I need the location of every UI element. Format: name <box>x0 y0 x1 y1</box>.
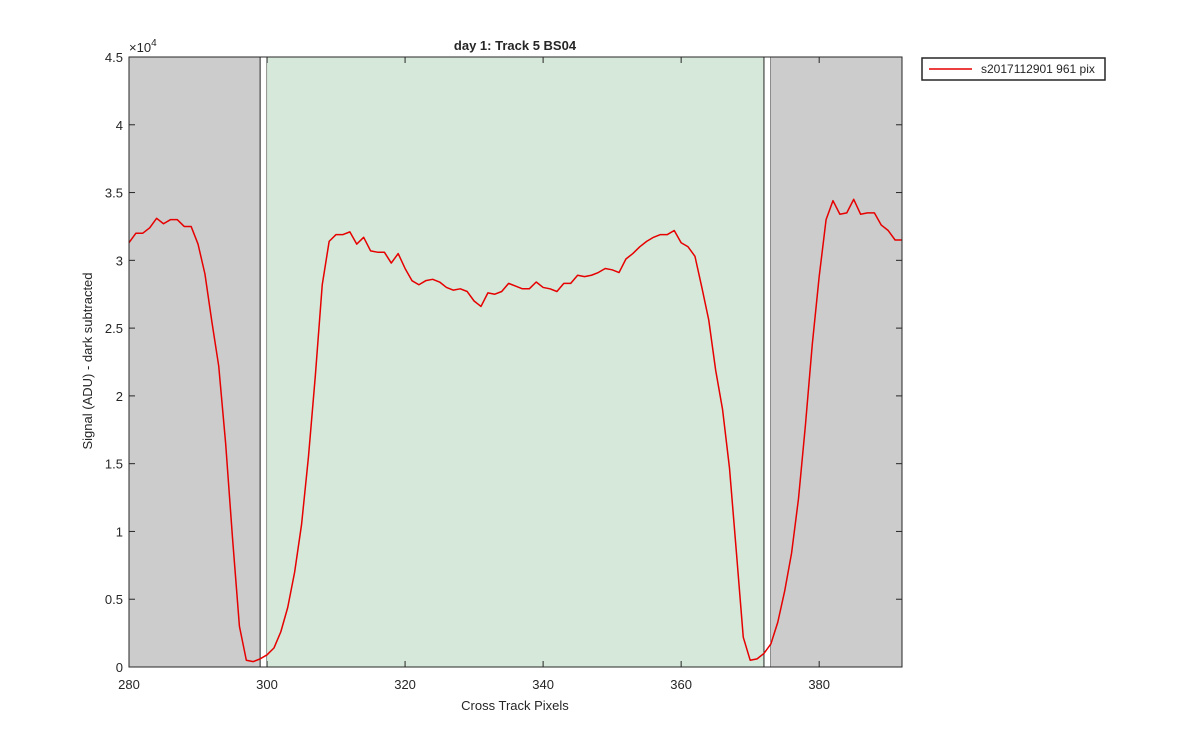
legend: s2017112901 961 pix <box>921 57 1106 81</box>
plot-frame <box>128 56 903 668</box>
y-tick-label: 3 <box>116 253 123 268</box>
y-tick-label: 4.5 <box>105 50 123 65</box>
y-tick-label: 2.5 <box>105 321 123 336</box>
y-exponent-label: ×104 <box>129 38 157 55</box>
regions-layer <box>129 56 902 668</box>
region-marker-3 <box>763 56 772 668</box>
y-tick-label: 1 <box>116 524 123 539</box>
x-tick-label: 300 <box>256 677 278 692</box>
y-axis: 0 0.5 1 1.5 2 2.5 3 3.5 4 4.5 <box>105 50 902 675</box>
x-axis-label: Cross Track Pixels <box>461 698 569 713</box>
chart-title: day 1: Track 5 BS04 <box>454 38 577 53</box>
legend-label: s2017112901 961 pix <box>981 62 1095 76</box>
y-exponent-base: ×10 <box>129 40 151 55</box>
x-tick-label: 320 <box>394 677 416 692</box>
x-tick-label: 360 <box>670 677 692 692</box>
y-tick-label: 2 <box>116 389 123 404</box>
series-line-0 <box>128 198 902 663</box>
region-excluded-0 <box>129 57 261 667</box>
series-layer <box>128 198 902 663</box>
y-tick-label: 0 <box>116 660 123 675</box>
region-marker-1 <box>259 56 268 668</box>
region-excluded-4 <box>770 57 902 667</box>
y-axis-label: Signal (ADU) - dark subtracted <box>80 272 95 449</box>
region-valid-2 <box>267 57 764 667</box>
y-exponent-power: 4 <box>151 38 157 49</box>
y-tick-label: 0.5 <box>105 592 123 607</box>
x-tick-label: 340 <box>532 677 554 692</box>
y-tick-label: 4 <box>116 118 123 133</box>
y-tick-label: 1.5 <box>105 457 123 472</box>
legend-box <box>921 57 1106 81</box>
x-tick-label: 280 <box>118 677 140 692</box>
y-tick-label: 3.5 <box>105 186 123 201</box>
x-axis: 280 300 320 340 360 380 <box>118 57 830 692</box>
x-tick-label: 380 <box>808 677 830 692</box>
